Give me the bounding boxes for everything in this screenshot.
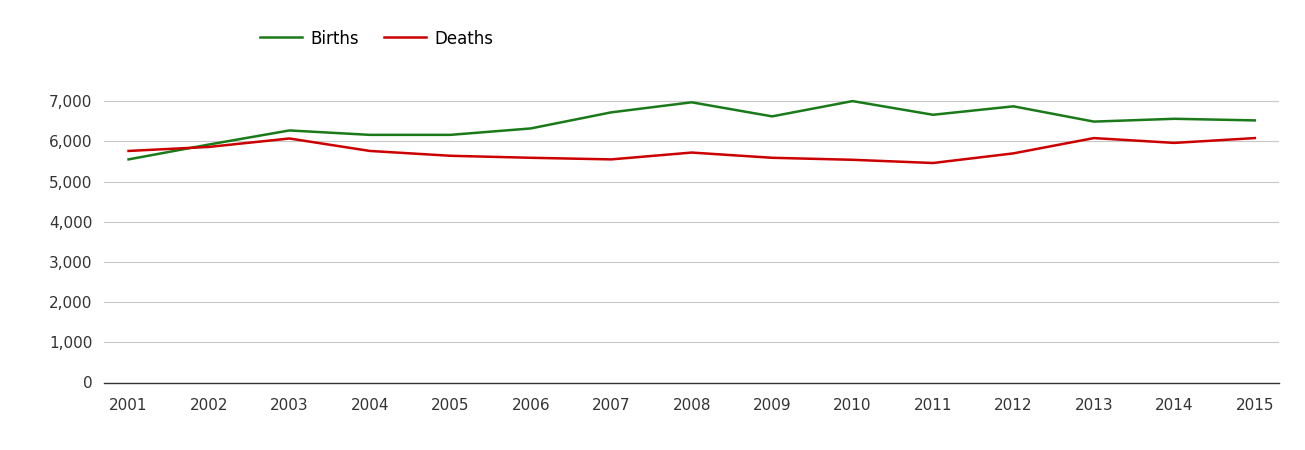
Births (925, 112, 941, 117)
Deaths (361, 148, 377, 153)
Births (1248, 118, 1263, 123)
Deaths (442, 153, 458, 158)
Deaths (684, 150, 699, 155)
Deaths (1167, 140, 1182, 146)
Legend: Births, Deaths: Births, Deaths (253, 23, 500, 54)
Deaths (201, 144, 217, 150)
Births (282, 128, 298, 133)
Deaths (1086, 135, 1101, 141)
Line: Deaths: Deaths (128, 138, 1255, 163)
Births (523, 126, 539, 131)
Deaths (120, 148, 136, 153)
Births (1086, 119, 1101, 124)
Deaths (603, 157, 619, 162)
Births (1006, 104, 1022, 109)
Births (361, 132, 377, 138)
Deaths (844, 157, 860, 162)
Births (120, 157, 136, 162)
Births (765, 114, 780, 119)
Births (844, 99, 860, 104)
Deaths (1248, 135, 1263, 141)
Births (1167, 116, 1182, 122)
Deaths (1006, 151, 1022, 156)
Deaths (523, 155, 539, 161)
Deaths (925, 160, 941, 166)
Line: Births: Births (128, 101, 1255, 159)
Births (201, 142, 217, 147)
Births (603, 110, 619, 115)
Deaths (282, 136, 298, 141)
Deaths (765, 155, 780, 161)
Births (684, 99, 699, 105)
Births (442, 132, 458, 138)
